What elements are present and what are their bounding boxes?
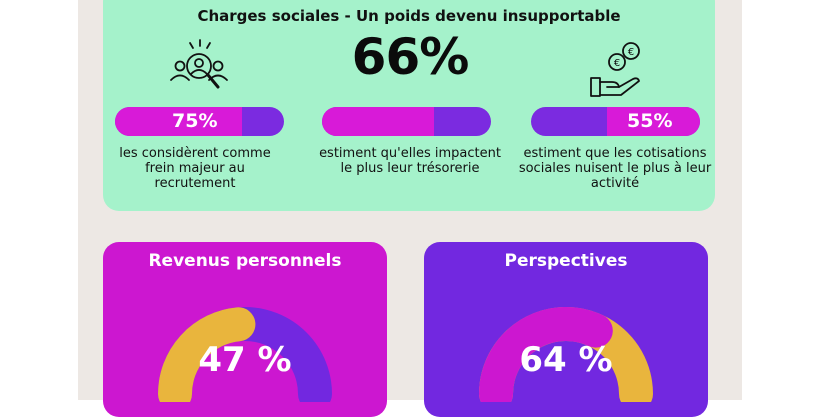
perspectives-title: Perspectives (504, 251, 628, 271)
progress-bar-treasury (322, 107, 491, 136)
progress-bar-recruitment: 75% (115, 107, 284, 136)
perspectives-gauge (479, 307, 653, 402)
revenus-personnels-title: Revenus personnels (148, 251, 342, 271)
stat-text-treasury: estiment qu'elles impactent le plus leur… (319, 146, 501, 176)
progress-label-activity: 55% (627, 110, 673, 132)
big-stat-66: 66% (351, 28, 470, 86)
revenus-gauge (158, 307, 332, 402)
perspectives-gauge-value: 64 % (519, 340, 613, 380)
perspectives-card: Perspectives 64 % (424, 242, 708, 417)
people-search-icon (115, 36, 284, 104)
svg-text:€: € (628, 47, 634, 58)
revenus-gauge-value: 47 % (198, 340, 292, 380)
progress-bar-activity: 55% (531, 107, 700, 136)
hand-euro-coins-icon: € € (569, 38, 669, 106)
charges-sociales-title: Charges sociales - Un poids devenu insup… (197, 7, 621, 25)
stat-text-activity: estiment que les cotisations sociales nu… (518, 146, 712, 191)
stat-text-recruitment: les considèrent comme frein majeur au re… (119, 146, 271, 191)
charges-sociales-card: Charges sociales - Un poids devenu insup… (103, 0, 715, 211)
revenus-personnels-card: Revenus personnels 47 % (103, 242, 387, 417)
progress-label-recruitment: 75% (172, 110, 218, 132)
svg-text:€: € (614, 58, 620, 69)
